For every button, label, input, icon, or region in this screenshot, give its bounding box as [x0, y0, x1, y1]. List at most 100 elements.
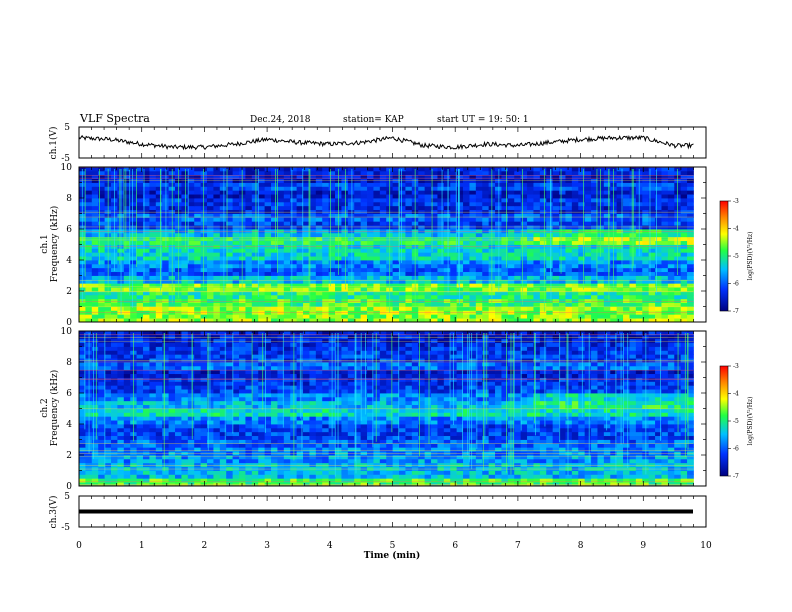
spectrogram-cell [463, 252, 470, 257]
spectrogram-cell [200, 298, 208, 304]
spectrogram-cell [309, 256, 317, 261]
spectrogram-cell [79, 318, 86, 323]
spectrogram-cell [85, 462, 93, 468]
spectrogram-cell [354, 209, 362, 214]
spectrogram-cell [181, 221, 189, 226]
spectrogram-cell [328, 283, 336, 288]
spectrogram-cell [347, 458, 355, 464]
spectrogram-cell [322, 236, 330, 242]
spectrogram-cell [309, 236, 317, 242]
spectrogram-cell [424, 279, 432, 284]
spectrogram-cell [559, 458, 566, 464]
spectrogram-cell [149, 478, 157, 483]
spectrogram-cell [527, 260, 534, 265]
spectrogram-cell [405, 298, 413, 304]
spectrogram-cell [123, 240, 131, 245]
spectrogram-cell [552, 201, 560, 207]
spectrogram-cell [136, 271, 144, 276]
spectrogram-cell [143, 275, 150, 280]
spectrogram-cell [315, 205, 323, 211]
spectrogram-cell [111, 291, 118, 296]
spectrogram-cell [155, 275, 163, 280]
spectrogram-cell [315, 194, 323, 199]
spectrogram-cell [111, 470, 118, 475]
spectrogram-cell [629, 474, 637, 479]
spectrogram-cell [539, 267, 547, 273]
spectrogram-cell [655, 232, 662, 238]
spectrogram-cell [623, 458, 630, 464]
spectrogram-cell [360, 213, 368, 218]
spectrogram-cell [623, 314, 630, 319]
spectrogram-cell [443, 186, 451, 191]
spectrogram-cell [219, 252, 227, 257]
spectrogram-cell [456, 455, 464, 460]
spectrogram-cell [207, 248, 214, 253]
spectrogram-cell [475, 287, 483, 292]
spectrogram-cell [655, 314, 662, 319]
spectrogram-cell [373, 291, 381, 296]
spectrogram-cell [207, 458, 214, 464]
spectrogram-cell [290, 458, 298, 464]
spectrogram-cell [347, 474, 355, 479]
spectrogram-cell [463, 474, 470, 479]
spectrogram-cell [104, 455, 112, 460]
spectrogram-cell [399, 252, 406, 257]
spectrogram-cell [578, 294, 586, 300]
spectrogram-cell [405, 221, 413, 226]
spectrogram-cell [226, 178, 234, 183]
spectrogram-cell [463, 314, 470, 319]
spectrogram-cell [399, 178, 406, 183]
spectrogram-cell [283, 178, 291, 183]
spectrogram-cell [219, 482, 227, 487]
spectrogram-cell [264, 291, 272, 296]
spectrogram-cell [680, 287, 688, 292]
spectrogram-cell [520, 186, 528, 191]
spectrogram-cell [187, 170, 195, 176]
spectrogram-cell [149, 318, 157, 323]
spectrogram-cell [661, 217, 669, 222]
spectrogram-cell [475, 170, 483, 176]
spectrogram-cell [571, 283, 579, 288]
spectrogram-cell [469, 271, 477, 276]
spectrogram-cell [373, 232, 381, 238]
spectrogram-cell [373, 252, 381, 257]
spectrogram-cell [559, 174, 566, 180]
spectrogram-cell [571, 198, 579, 203]
spectrogram-cell [168, 306, 176, 311]
spectrogram-cell [559, 260, 566, 265]
spectrogram-cell [456, 314, 464, 319]
spectrogram-cell [687, 248, 694, 253]
spectrogram-cell [437, 470, 445, 475]
spectrogram-cell [443, 167, 451, 172]
spectrogram-cell [655, 478, 662, 483]
spectrogram-cell [616, 318, 624, 323]
spectrogram-cell [322, 221, 330, 226]
spectrogram-cell [687, 240, 694, 245]
spectrogram-cell [456, 462, 464, 468]
spectrogram-cell [507, 271, 515, 276]
spectrogram-cell [341, 194, 349, 199]
spectrogram-cell [603, 170, 611, 176]
spectrogram-cell [143, 248, 150, 253]
spectrogram-cell [418, 455, 426, 460]
spectrogram-cell [155, 209, 163, 214]
spectrogram-cell [251, 232, 259, 238]
spectrogram-cell [559, 248, 566, 253]
spectrogram-cell [303, 287, 310, 292]
spectrogram-cell [603, 271, 611, 276]
spectrogram-cell [424, 470, 432, 475]
spectrogram-cell [648, 248, 656, 253]
spectrogram-cell [322, 190, 330, 195]
spectrogram-cell [418, 263, 426, 269]
spectrogram-cell [552, 302, 560, 307]
spectrogram-cell [591, 478, 598, 483]
spectrogram-cell [463, 478, 470, 483]
spectrogram-cell [373, 275, 381, 280]
spectrogram-cell [271, 318, 278, 323]
spectrogram-cell [597, 287, 605, 292]
spectrogram-cell [648, 455, 656, 460]
spectrogram-cell [283, 306, 291, 311]
spectrogram-cell [648, 209, 656, 214]
spectrogram-cell [264, 279, 272, 284]
spectrogram-cell [539, 260, 547, 265]
